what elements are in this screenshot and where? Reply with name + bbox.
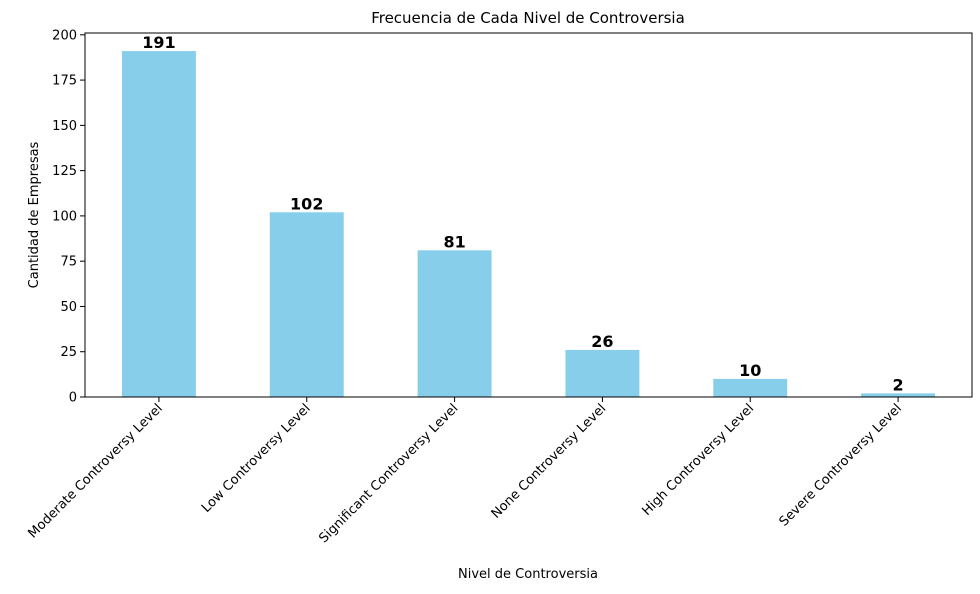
y-tick-label: 75 xyxy=(60,255,77,270)
y-tick-label: 125 xyxy=(52,164,77,179)
bar-value-label: 102 xyxy=(290,194,323,213)
plot-frame xyxy=(84,32,973,398)
bar xyxy=(713,378,788,397)
bar-value-label: 81 xyxy=(443,232,465,251)
bar-value-label: 26 xyxy=(591,332,613,351)
x-tick-label: Low Controversy Level xyxy=(199,401,314,516)
y-tick-label: 200 xyxy=(52,28,77,43)
x-tick-label: Moderate Controversy Level xyxy=(26,401,166,541)
x-tick-label: Significant Controversy Level xyxy=(316,401,461,546)
bar xyxy=(121,51,196,398)
y-axis-label: Cantidad de Empresas xyxy=(27,141,42,288)
x-tick-label: High Controversy Level xyxy=(639,401,757,519)
bar-value-label: 2 xyxy=(893,375,904,394)
bar xyxy=(417,250,492,397)
x-axis-label: Nivel de Controversia xyxy=(458,567,598,582)
chart-title: Frecuencia de Cada Nivel de Controversia xyxy=(371,9,685,27)
y-tick-label: 50 xyxy=(60,300,77,315)
x-tick-label: Severe Controversy Level xyxy=(777,401,905,529)
x-tick-label: None Controversy Level xyxy=(489,401,609,521)
bar-value-label: 191 xyxy=(142,33,175,52)
bar xyxy=(861,393,936,397)
y-tick-label: 100 xyxy=(52,209,77,224)
bar xyxy=(565,349,640,397)
bar xyxy=(269,212,344,397)
y-tick-label: 25 xyxy=(60,345,77,360)
bar-value-label: 10 xyxy=(739,361,761,380)
y-tick-label: 0 xyxy=(69,391,77,406)
y-tick-label: 175 xyxy=(52,74,77,89)
y-tick-label: 150 xyxy=(52,119,77,134)
